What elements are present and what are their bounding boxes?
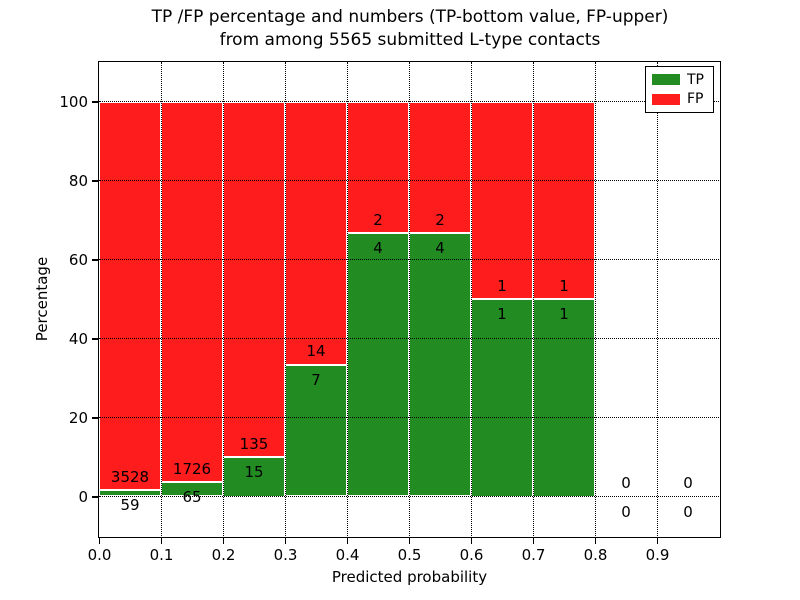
- y-tick-mark: [92, 496, 98, 498]
- bar-segment-fp: [223, 101, 285, 457]
- bar-segment-tp: [471, 299, 533, 497]
- x-tick-label: 0.8: [583, 546, 608, 564]
- horizontal-gridline: [99, 338, 719, 339]
- bar-segment-fp: [471, 101, 533, 299]
- vertical-gridline: [160, 62, 162, 536]
- vertical-gridline: [594, 62, 596, 536]
- fp-count-label: 2: [373, 210, 383, 229]
- chart-title-line1: TP /FP percentage and numbers (TP-bottom…: [151, 7, 669, 27]
- tp-count-label: 7: [311, 370, 321, 389]
- legend-label-fp: FP: [687, 91, 704, 108]
- vertical-gridline: [532, 62, 534, 536]
- tp-count-label: 0: [621, 502, 631, 521]
- y-tick-mark: [92, 259, 98, 261]
- fp-count-label: 1: [559, 276, 569, 295]
- x-tick-label: 0.2: [211, 546, 236, 564]
- vertical-gridline: [656, 62, 658, 536]
- y-tick-mark: [92, 338, 98, 340]
- tp-color-swatch: [652, 74, 680, 86]
- tp-count-label: 1: [559, 305, 569, 323]
- x-tick-mark: [98, 538, 101, 544]
- y-axis-label: Percentage: [33, 256, 51, 342]
- legend-item-fp: FP: [652, 92, 707, 106]
- y-tick-label: 0: [78, 488, 88, 506]
- y-tick-mark: [92, 101, 98, 103]
- tp-count-label: 65: [182, 488, 202, 507]
- vertical-gridline: [408, 62, 410, 536]
- horizontal-gridline: [99, 259, 719, 260]
- fp-count-label: 14: [306, 342, 326, 361]
- y-tick-label: 20: [68, 409, 88, 427]
- bar-labels-layer: 3528 59 1726 65 135 15 14 7 2 4 2 4 1 1 1 1 0 0 0 0: [99, 62, 720, 537]
- x-tick-mark: [160, 538, 163, 544]
- x-tick-label: 0.6: [459, 546, 484, 564]
- fp-count-label: 0: [621, 474, 631, 492]
- y-tick-label: 100: [59, 93, 88, 111]
- vertical-gridline: [470, 62, 472, 536]
- horizontal-gridline: [99, 180, 719, 181]
- fp-count-label: 1726: [172, 459, 212, 478]
- tp-count-label: 0: [683, 502, 693, 521]
- x-tick-label: 0.0: [87, 546, 112, 564]
- tp-count-label: 59: [120, 496, 140, 515]
- x-tick-mark: [470, 538, 473, 544]
- fp-count-label: 135: [239, 434, 269, 453]
- x-tick-label: 0.1: [149, 546, 174, 564]
- x-tick-label: 0.7: [521, 546, 546, 564]
- y-tick-label: 60: [68, 251, 88, 269]
- bar-segment-tp: [285, 364, 347, 497]
- grid-layer: [99, 62, 720, 537]
- tp-count-label: 1: [497, 305, 507, 323]
- fp-count-label: 0: [683, 474, 693, 492]
- vertical-gridline: [346, 62, 348, 536]
- bar-segment-fp: [533, 101, 595, 299]
- plot-area: 3528 59 1726 65 135 15 14 7 2 4 2 4 1 1 1 1 0 0 0 0: [98, 61, 721, 538]
- legend-label-tp: TP: [687, 71, 704, 88]
- horizontal-gridline: [99, 101, 719, 102]
- x-tick-mark: [532, 538, 535, 544]
- fp-count-label: 1: [497, 276, 507, 295]
- x-axis-label: Predicted probability: [331, 568, 488, 586]
- chart-title-line2: from among 5565 submitted L-type contact…: [219, 30, 601, 50]
- vertical-gridline: [284, 62, 286, 536]
- y-tick-mark: [92, 417, 98, 419]
- x-tick-label: 0.3: [273, 546, 298, 564]
- x-tick-label: 0.5: [397, 546, 422, 564]
- fp-count-label: 3528: [110, 467, 150, 486]
- horizontal-gridline: [99, 496, 719, 497]
- x-tick-mark: [408, 538, 411, 544]
- y-tick-mark: [92, 180, 98, 182]
- bar-segment-fp: [285, 101, 347, 365]
- x-tick-label: 0.4: [335, 546, 360, 564]
- x-tick-label: 0.9: [645, 546, 670, 564]
- y-tick-label: 80: [68, 172, 88, 190]
- tp-count-label: 15: [244, 463, 264, 481]
- chart-title: TP /FP percentage and numbers (TP-bottom…: [60, 6, 760, 52]
- legend: TP FP: [645, 66, 714, 113]
- fp-color-swatch: [652, 93, 680, 105]
- fp-count-label: 2: [435, 210, 445, 229]
- x-tick-mark: [656, 538, 659, 544]
- bar-segment-tp: [347, 233, 409, 497]
- x-tick-mark: [284, 538, 287, 544]
- tp-count-label: 4: [373, 239, 383, 258]
- x-tick-mark: [346, 538, 349, 544]
- x-tick-mark: [594, 538, 597, 544]
- vertical-gridline: [222, 62, 224, 536]
- horizontal-gridline: [99, 417, 719, 418]
- y-tick-label: 40: [68, 330, 88, 348]
- bar-segment-tp: [223, 457, 285, 497]
- x-tick-mark: [222, 538, 225, 544]
- bar-segment-fp: [347, 101, 409, 234]
- tp-count-label: 4: [435, 239, 445, 258]
- legend-item-tp: TP: [652, 73, 707, 87]
